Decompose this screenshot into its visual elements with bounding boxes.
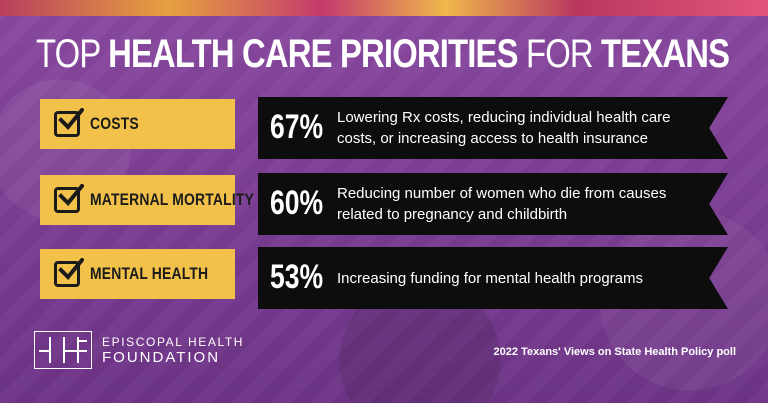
- title-part-2: HEALTH CARE PRIORITIES: [108, 32, 518, 76]
- checkbox-checked-icon: [54, 258, 84, 287]
- logo-line-1: EPISCOPAL HEALTH: [102, 335, 245, 349]
- logo-text: EPISCOPAL HEALTH FOUNDATION: [102, 334, 244, 366]
- logo-line-2: FOUNDATION: [102, 349, 221, 366]
- priority-description: Reducing number of women who die from ca…: [337, 185, 667, 223]
- priority-label-box: MATERNAL MORTALITY: [40, 175, 254, 225]
- priority-banner: [258, 97, 728, 159]
- logo-mark-icon: [34, 331, 92, 369]
- page-title: TOP HEALTH CARE PRIORITIES FOR TEXANS: [36, 32, 730, 76]
- priority-description: Increasing funding for mental health pro…: [337, 269, 644, 287]
- title-part-1: TOP: [36, 32, 109, 76]
- checkbox-checked-icon: [54, 184, 84, 213]
- priority-row-costs: COSTS 67% Lowering Rx costs, reducing in…: [0, 97, 768, 161]
- priority-label-box: MENTAL HEALTH: [40, 249, 235, 299]
- priority-label-box: COSTS: [40, 99, 235, 149]
- title-part-3: FOR: [517, 32, 602, 76]
- priority-banner: [258, 173, 728, 235]
- checkbox-checked-icon: [54, 108, 84, 137]
- decorative-top-band: [0, 0, 768, 16]
- priority-label: COSTS: [90, 114, 139, 133]
- priority-percent: 60%: [270, 184, 324, 222]
- priority-percent: 67%: [270, 108, 324, 146]
- foundation-logo: EPISCOPAL HEALTH FOUNDATION: [34, 330, 244, 370]
- priority-banner: [258, 247, 728, 309]
- priority-description: Lowering Rx costs, reducing individual h…: [337, 109, 671, 147]
- priority-row-maternal-mortality: MATERNAL MORTALITY 60% Reducing number o…: [0, 173, 768, 237]
- source-note: 2022 Texans' Views on State Health Polic…: [493, 346, 736, 358]
- priority-percent: 53%: [270, 258, 324, 296]
- priority-label: MENTAL HEALTH: [90, 264, 209, 283]
- priority-label: MATERNAL MORTALITY: [90, 190, 255, 209]
- title-part-4: TEXANS: [601, 32, 730, 76]
- priority-row-mental-health: MENTAL HEALTH 53% Increasing funding for…: [0, 247, 768, 311]
